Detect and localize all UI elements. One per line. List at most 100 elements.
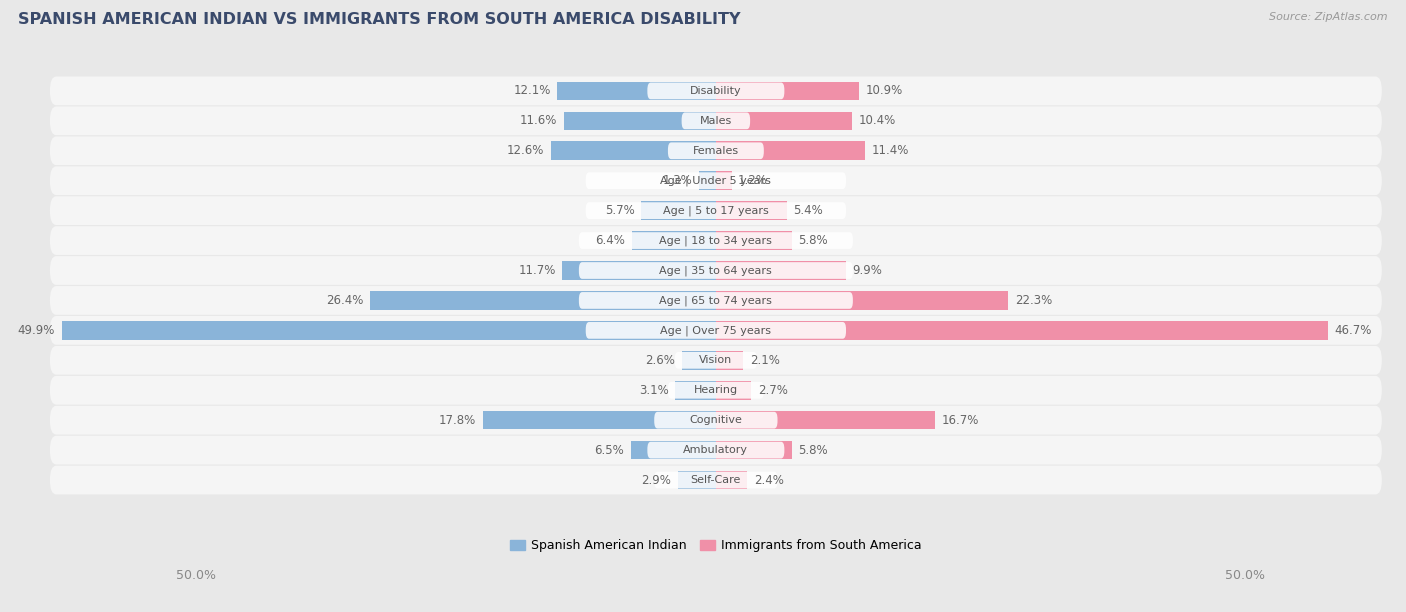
Bar	[370, 291, 716, 310]
Text: Age | 35 to 64 years: Age | 35 to 64 years	[659, 265, 772, 276]
Bar	[716, 81, 859, 100]
Bar	[716, 261, 845, 280]
Bar	[716, 381, 751, 400]
Text: 50.0%: 50.0%	[1226, 569, 1265, 582]
Bar	[716, 291, 1008, 310]
Bar	[716, 351, 744, 370]
Bar	[716, 171, 731, 190]
Bar	[631, 231, 716, 250]
Text: 49.9%: 49.9%	[18, 324, 55, 337]
FancyBboxPatch shape	[668, 143, 763, 159]
Text: 26.4%: 26.4%	[326, 294, 363, 307]
FancyBboxPatch shape	[682, 113, 751, 129]
FancyBboxPatch shape	[668, 382, 763, 398]
Text: Vision: Vision	[699, 356, 733, 365]
Bar	[562, 261, 716, 280]
Bar	[716, 231, 792, 250]
FancyBboxPatch shape	[586, 203, 846, 219]
FancyBboxPatch shape	[647, 442, 785, 458]
Text: 12.1%: 12.1%	[513, 84, 551, 97]
FancyBboxPatch shape	[51, 376, 1382, 405]
Text: 11.6%: 11.6%	[520, 114, 557, 127]
FancyBboxPatch shape	[579, 292, 853, 309]
Text: 2.4%: 2.4%	[754, 474, 783, 487]
Text: 2.1%: 2.1%	[749, 354, 780, 367]
Text: Ambulatory: Ambulatory	[683, 445, 748, 455]
Text: Age | 65 to 74 years: Age | 65 to 74 years	[659, 295, 772, 305]
Text: 16.7%: 16.7%	[942, 414, 979, 427]
Text: 22.3%: 22.3%	[1015, 294, 1052, 307]
Text: Age | 5 to 17 years: Age | 5 to 17 years	[664, 206, 769, 216]
Text: 5.4%: 5.4%	[793, 204, 823, 217]
Text: 17.8%: 17.8%	[439, 414, 477, 427]
Bar	[716, 111, 852, 130]
FancyBboxPatch shape	[51, 436, 1382, 465]
Bar	[675, 381, 716, 400]
Text: 9.9%: 9.9%	[852, 264, 882, 277]
Bar	[699, 171, 716, 190]
FancyBboxPatch shape	[675, 352, 756, 368]
FancyBboxPatch shape	[51, 136, 1382, 165]
Text: 10.9%: 10.9%	[865, 84, 903, 97]
FancyBboxPatch shape	[51, 406, 1382, 435]
Text: 46.7%: 46.7%	[1334, 324, 1372, 337]
FancyBboxPatch shape	[579, 262, 853, 279]
Bar	[557, 81, 716, 100]
Bar	[716, 411, 935, 430]
Text: Cognitive: Cognitive	[689, 415, 742, 425]
FancyBboxPatch shape	[51, 256, 1382, 285]
FancyBboxPatch shape	[579, 232, 853, 249]
Text: 5.7%: 5.7%	[605, 204, 634, 217]
FancyBboxPatch shape	[51, 106, 1382, 135]
Text: Males: Males	[700, 116, 733, 126]
Legend: Spanish American Indian, Immigrants from South America: Spanish American Indian, Immigrants from…	[505, 534, 927, 558]
FancyBboxPatch shape	[586, 173, 846, 189]
Text: 12.6%: 12.6%	[506, 144, 544, 157]
Text: 2.9%: 2.9%	[641, 474, 671, 487]
Text: 11.4%: 11.4%	[872, 144, 910, 157]
FancyBboxPatch shape	[51, 196, 1382, 225]
FancyBboxPatch shape	[51, 286, 1382, 315]
Text: 11.7%: 11.7%	[519, 264, 555, 277]
Bar	[716, 441, 792, 460]
Text: Age | Over 75 years: Age | Over 75 years	[661, 325, 772, 335]
FancyBboxPatch shape	[51, 226, 1382, 255]
Text: 50.0%: 50.0%	[176, 569, 215, 582]
Text: 2.6%: 2.6%	[645, 354, 675, 367]
Text: Age | 18 to 34 years: Age | 18 to 34 years	[659, 236, 772, 246]
FancyBboxPatch shape	[654, 412, 778, 428]
FancyBboxPatch shape	[654, 472, 778, 488]
Bar	[716, 141, 865, 160]
Text: 6.4%: 6.4%	[596, 234, 626, 247]
Text: Self-Care: Self-Care	[690, 475, 741, 485]
Text: Disability: Disability	[690, 86, 742, 96]
Text: 2.7%: 2.7%	[758, 384, 787, 397]
Text: Source: ZipAtlas.com: Source: ZipAtlas.com	[1270, 12, 1388, 22]
Bar	[716, 471, 748, 490]
Bar	[682, 351, 716, 370]
Text: 6.5%: 6.5%	[595, 444, 624, 457]
Bar	[678, 471, 716, 490]
Text: 5.8%: 5.8%	[799, 234, 828, 247]
Text: 1.3%: 1.3%	[662, 174, 692, 187]
Text: Hearing: Hearing	[693, 385, 738, 395]
Bar	[631, 441, 716, 460]
Bar	[564, 111, 716, 130]
Bar	[551, 141, 716, 160]
Text: 1.2%: 1.2%	[738, 174, 768, 187]
FancyBboxPatch shape	[51, 316, 1382, 345]
FancyBboxPatch shape	[51, 76, 1382, 105]
Text: 5.8%: 5.8%	[799, 444, 828, 457]
Bar	[482, 411, 716, 430]
Text: 3.1%: 3.1%	[638, 384, 669, 397]
Text: 10.4%: 10.4%	[859, 114, 896, 127]
Bar	[716, 321, 1329, 340]
Text: Age | Under 5 years: Age | Under 5 years	[661, 176, 772, 186]
FancyBboxPatch shape	[51, 346, 1382, 375]
FancyBboxPatch shape	[51, 166, 1382, 195]
Text: Females: Females	[693, 146, 740, 156]
Bar	[62, 321, 716, 340]
Text: SPANISH AMERICAN INDIAN VS IMMIGRANTS FROM SOUTH AMERICA DISABILITY: SPANISH AMERICAN INDIAN VS IMMIGRANTS FR…	[18, 12, 741, 28]
FancyBboxPatch shape	[647, 83, 785, 99]
Bar	[716, 201, 787, 220]
